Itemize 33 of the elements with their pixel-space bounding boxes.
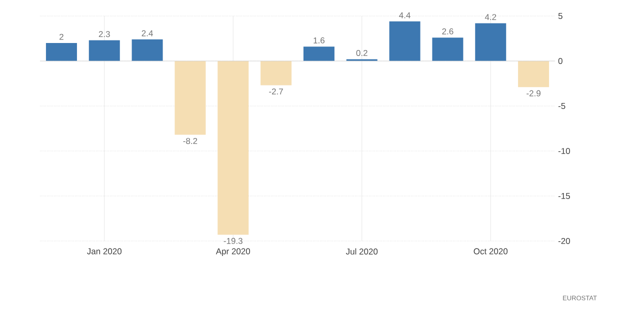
bar bbox=[132, 39, 163, 61]
y-tick-label: 0 bbox=[558, 58, 562, 64]
data-label: 1.6 bbox=[314, 37, 325, 44]
x-tick-label: Jan 2020 bbox=[87, 248, 122, 254]
data-label: -8.2 bbox=[183, 138, 198, 144]
x-tick-label: Oct 2020 bbox=[474, 248, 508, 254]
bar bbox=[46, 43, 77, 61]
bar bbox=[88, 40, 120, 61]
bar bbox=[174, 61, 206, 135]
bar bbox=[389, 21, 420, 61]
bar bbox=[432, 38, 464, 61]
bar bbox=[518, 61, 550, 88]
data-label: 2.3 bbox=[98, 31, 110, 38]
data-label: -2.7 bbox=[269, 88, 283, 94]
data-label: 0.2 bbox=[356, 50, 368, 56]
data-label: 4.2 bbox=[484, 14, 496, 20]
data-label: 2.4 bbox=[142, 30, 153, 36]
y-tick-label: 5 bbox=[558, 13, 562, 19]
bar bbox=[303, 46, 334, 61]
x-tick-label: Apr 2020 bbox=[216, 248, 250, 256]
data-label: -2.9 bbox=[526, 90, 540, 96]
bar bbox=[260, 61, 292, 86]
data-label: 2.6 bbox=[442, 28, 454, 34]
bar bbox=[218, 61, 249, 235]
y-tick-label: -20 bbox=[558, 238, 570, 244]
bar bbox=[475, 23, 506, 61]
x-tick-label: Jul 2020 bbox=[346, 248, 378, 255]
data-label: 2 bbox=[60, 34, 64, 40]
y-tick-label: -5 bbox=[558, 103, 566, 109]
data-label: 4.4 bbox=[399, 12, 410, 18]
y-tick-label: -15 bbox=[558, 193, 570, 199]
y-tick-label: -10 bbox=[558, 148, 570, 154]
data-label: -19.3 bbox=[224, 238, 242, 244]
